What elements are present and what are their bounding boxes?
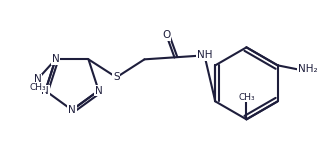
Text: N: N	[41, 86, 49, 96]
Text: CH₃: CH₃	[29, 83, 46, 92]
Text: N: N	[95, 86, 102, 96]
Text: N: N	[34, 74, 41, 84]
Text: CH₃: CH₃	[238, 93, 255, 102]
Text: N: N	[52, 54, 59, 64]
Text: NH₂: NH₂	[298, 64, 317, 74]
Text: N: N	[68, 105, 76, 115]
Text: S: S	[113, 72, 120, 82]
Text: O: O	[162, 30, 171, 40]
Text: NH: NH	[197, 50, 212, 60]
